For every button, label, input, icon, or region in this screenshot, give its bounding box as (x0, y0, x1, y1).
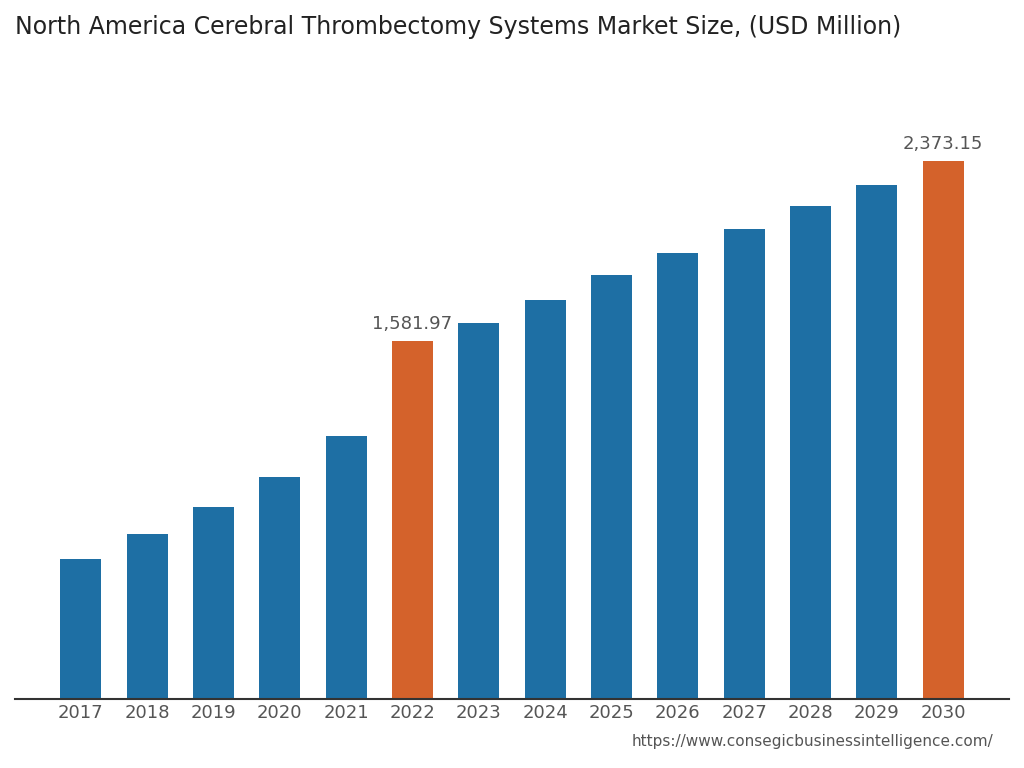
Bar (790, 207, 831, 700)
Bar (326, 436, 367, 700)
Text: 2,373.15: 2,373.15 (903, 135, 983, 154)
Bar (259, 477, 300, 700)
Bar (127, 534, 168, 700)
Bar (459, 323, 500, 700)
Bar (60, 559, 101, 700)
Bar (524, 300, 565, 700)
Bar (657, 253, 698, 700)
Bar (724, 229, 765, 700)
Bar (392, 341, 433, 700)
Text: https://www.consegicbusinessintelligence.com/: https://www.consegicbusinessintelligence… (632, 733, 993, 749)
Text: 1,581.97: 1,581.97 (373, 315, 453, 333)
Bar (591, 276, 632, 700)
Text: North America Cerebral Thrombectomy Systems Market Size, (USD Million): North America Cerebral Thrombectomy Syst… (15, 15, 901, 39)
Bar (923, 161, 964, 700)
Bar (856, 185, 897, 700)
Bar (193, 507, 234, 700)
